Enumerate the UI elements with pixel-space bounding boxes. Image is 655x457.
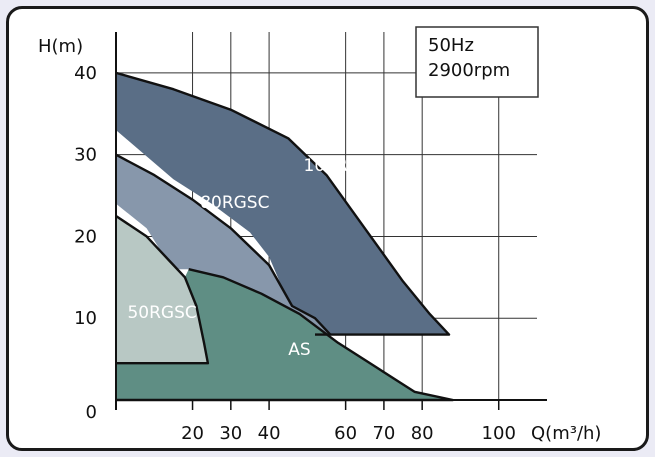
- annotation-line-1: 50Hz: [428, 35, 474, 56]
- x-tick-label: 30: [219, 423, 242, 444]
- area-as: [116, 269, 453, 400]
- y-tick-label: 40: [74, 63, 97, 84]
- x-tick-label: 70: [372, 423, 395, 444]
- area-50rgsc: [116, 216, 208, 364]
- label-100rgsc: 100RGSC: [304, 156, 384, 176]
- axes: 20 30 40 60 70 80 100 0 10 20 30 40: [74, 32, 547, 444]
- x-tick-label: 20: [181, 423, 204, 444]
- x-axis-title: Q(m³/h): [531, 423, 601, 444]
- annotation-line-2: 2900rpm: [428, 60, 510, 81]
- y-tick-label: 10: [74, 308, 97, 329]
- performance-curves: 100RGSC 80RGSC 50RGSC AS: [115, 71, 454, 402]
- curve-80rgsc: [115, 153, 332, 336]
- area-100rgsc: [116, 72, 449, 335]
- y-tick-label: 30: [74, 145, 97, 166]
- x-tick-label: 40: [258, 423, 281, 444]
- annotation-box: [415, 26, 539, 98]
- y-axis-title: H(m): [38, 36, 83, 57]
- x-tick-label: 80: [411, 423, 434, 444]
- frequency-annotation: 50Hz 2900rpm: [415, 26, 539, 98]
- label-50rgsc: 50RGSC: [127, 303, 196, 323]
- area-80rgsc: [116, 154, 331, 335]
- curve-50rgsc: [115, 215, 210, 365]
- curve-as: [116, 268, 454, 402]
- label-as: AS: [288, 340, 310, 360]
- x-tick-label: 60: [334, 423, 357, 444]
- performance-areas: [116, 72, 453, 400]
- x-tick-label: 100: [482, 423, 516, 444]
- label-80rgsc: 80RGSC: [200, 193, 269, 213]
- curve-100rgsc: [115, 71, 451, 336]
- y-tick-label: 20: [74, 226, 97, 247]
- y-tick-label: 0: [86, 402, 97, 423]
